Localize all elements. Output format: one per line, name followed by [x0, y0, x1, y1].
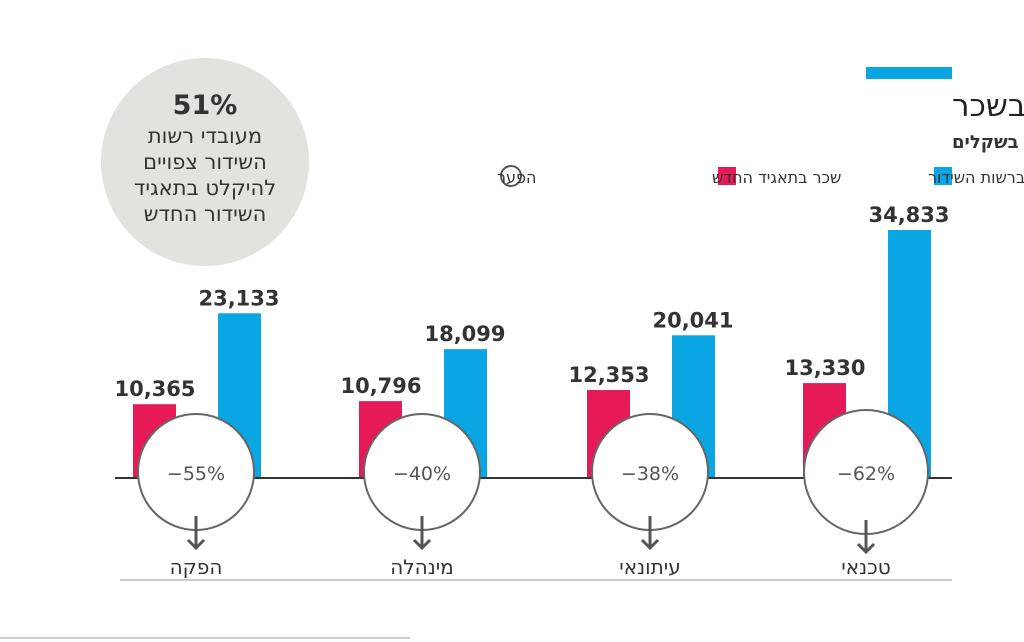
data-label: 23,133 — [198, 286, 279, 310]
gap-label: −40% — [393, 463, 451, 485]
gap-label: −55% — [167, 463, 225, 485]
callout-line: מעובדי רשות — [148, 124, 262, 148]
callout-value: 51% — [173, 90, 238, 121]
category-label: הפקה — [170, 555, 223, 579]
gap-label: −62% — [837, 463, 895, 485]
legend-swatch-red — [718, 167, 736, 185]
data-label: 13,330 — [784, 356, 865, 380]
data-label: 34,833 — [868, 203, 949, 227]
legend: שכר ברשות השידור שכר בתאגיד החדש הפער — [497, 165, 1024, 187]
data-label: 10,796 — [340, 374, 421, 398]
gap-label: −38% — [621, 463, 679, 485]
legend-label: שכר בתאגיד החדש — [712, 168, 841, 187]
data-label: 20,041 — [652, 308, 733, 332]
arrow-down-icon — [640, 516, 660, 551]
callout-line: להיקלט בתאגיד — [134, 176, 276, 200]
legend-label: הפער — [497, 168, 537, 187]
legend-swatch-blue — [934, 167, 952, 185]
data-label: 18,099 — [424, 322, 505, 346]
data-label: 12,353 — [568, 363, 649, 387]
legend-circle-icon — [500, 165, 522, 187]
arrow-down-icon — [856, 520, 876, 555]
arrow-down-icon — [186, 516, 206, 551]
arrow-down-icon — [412, 516, 432, 551]
callout-line: השידור החדש — [144, 202, 267, 226]
callout-circle — [101, 58, 309, 266]
chart-title: תאגיד השידור החדש מתכנן לחתוך בשכר — [952, 88, 1024, 124]
accent-bar — [866, 67, 952, 79]
callout: 51% מעובדי רשות השידור צפויים להיקלט בתא… — [101, 58, 309, 266]
data-label: 10,365 — [114, 377, 195, 401]
legend-label: שכר ברשות השידור — [928, 168, 1024, 187]
category-label: מינהלה — [390, 555, 454, 579]
category-label: טכנאי — [841, 555, 890, 579]
category-label: עיתונאי — [619, 555, 680, 579]
callout-line: השידור צפויים — [143, 150, 267, 174]
chart-subtitle: שכר ממוצע משוער בתפקידים שונים, ברוטו לח… — [952, 132, 1024, 153]
